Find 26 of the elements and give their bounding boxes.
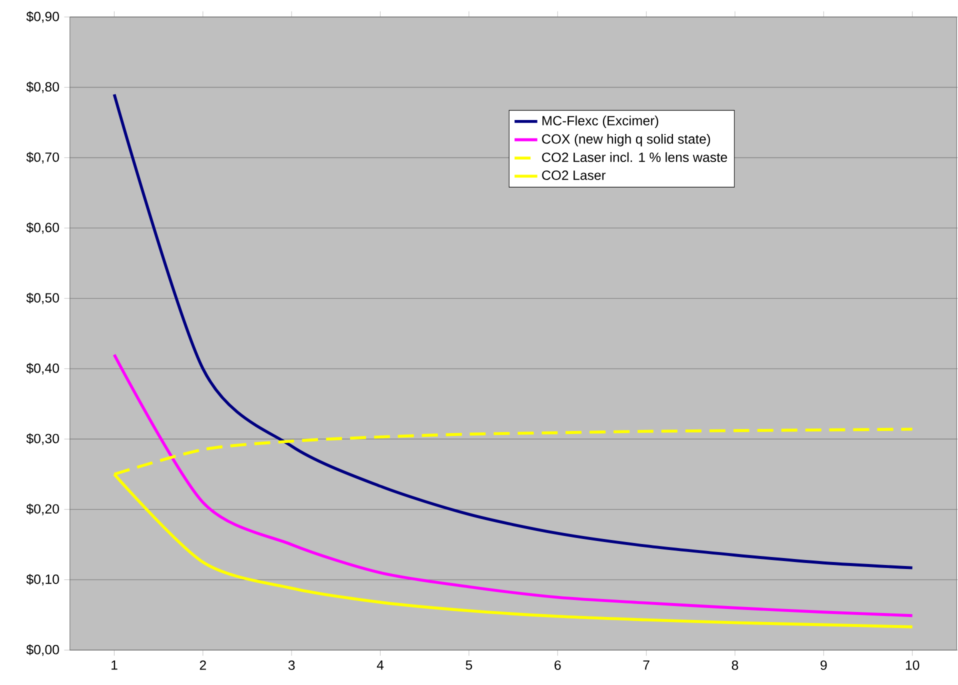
- y-tick-label: $0,70: [26, 152, 59, 164]
- legend-label: CO2 Laser incl. 1 % lens waste: [542, 152, 728, 162]
- y-tick-label: $0,10: [26, 574, 59, 586]
- y-tick-label: $0,20: [26, 504, 59, 516]
- y-tick-label: $0,90: [26, 11, 59, 23]
- y-tick-label: $0,80: [26, 82, 59, 94]
- legend-label: CO2 Laser: [542, 170, 606, 180]
- y-tick-label: $0,50: [26, 292, 59, 304]
- x-tick-label: 1: [112, 660, 118, 670]
- line-series: [112, 353, 914, 618]
- x-tick-label: 6: [554, 660, 561, 670]
- x-tick-label: 10: [906, 660, 920, 670]
- legend-label: COX (new high q solid state): [542, 134, 710, 146]
- y-tick-label: $0,40: [26, 362, 59, 374]
- line-series: [112, 92, 914, 570]
- x-tick-label: 7: [643, 660, 650, 670]
- legend-label: MC-Flexc (Excimer): [542, 116, 658, 128]
- x-tick-label: 3: [288, 660, 295, 670]
- y-tick-label: $0,30: [26, 433, 59, 445]
- x-tick-label: 2: [200, 660, 206, 670]
- y-tick-label: $0,60: [26, 222, 59, 234]
- x-tick-label: 8: [732, 660, 738, 670]
- x-tick-label: 5: [466, 660, 472, 670]
- x-tick-label: 4: [376, 660, 384, 670]
- y-tick-label: $0,00: [26, 644, 59, 656]
- x-tick-label: 9: [820, 660, 827, 670]
